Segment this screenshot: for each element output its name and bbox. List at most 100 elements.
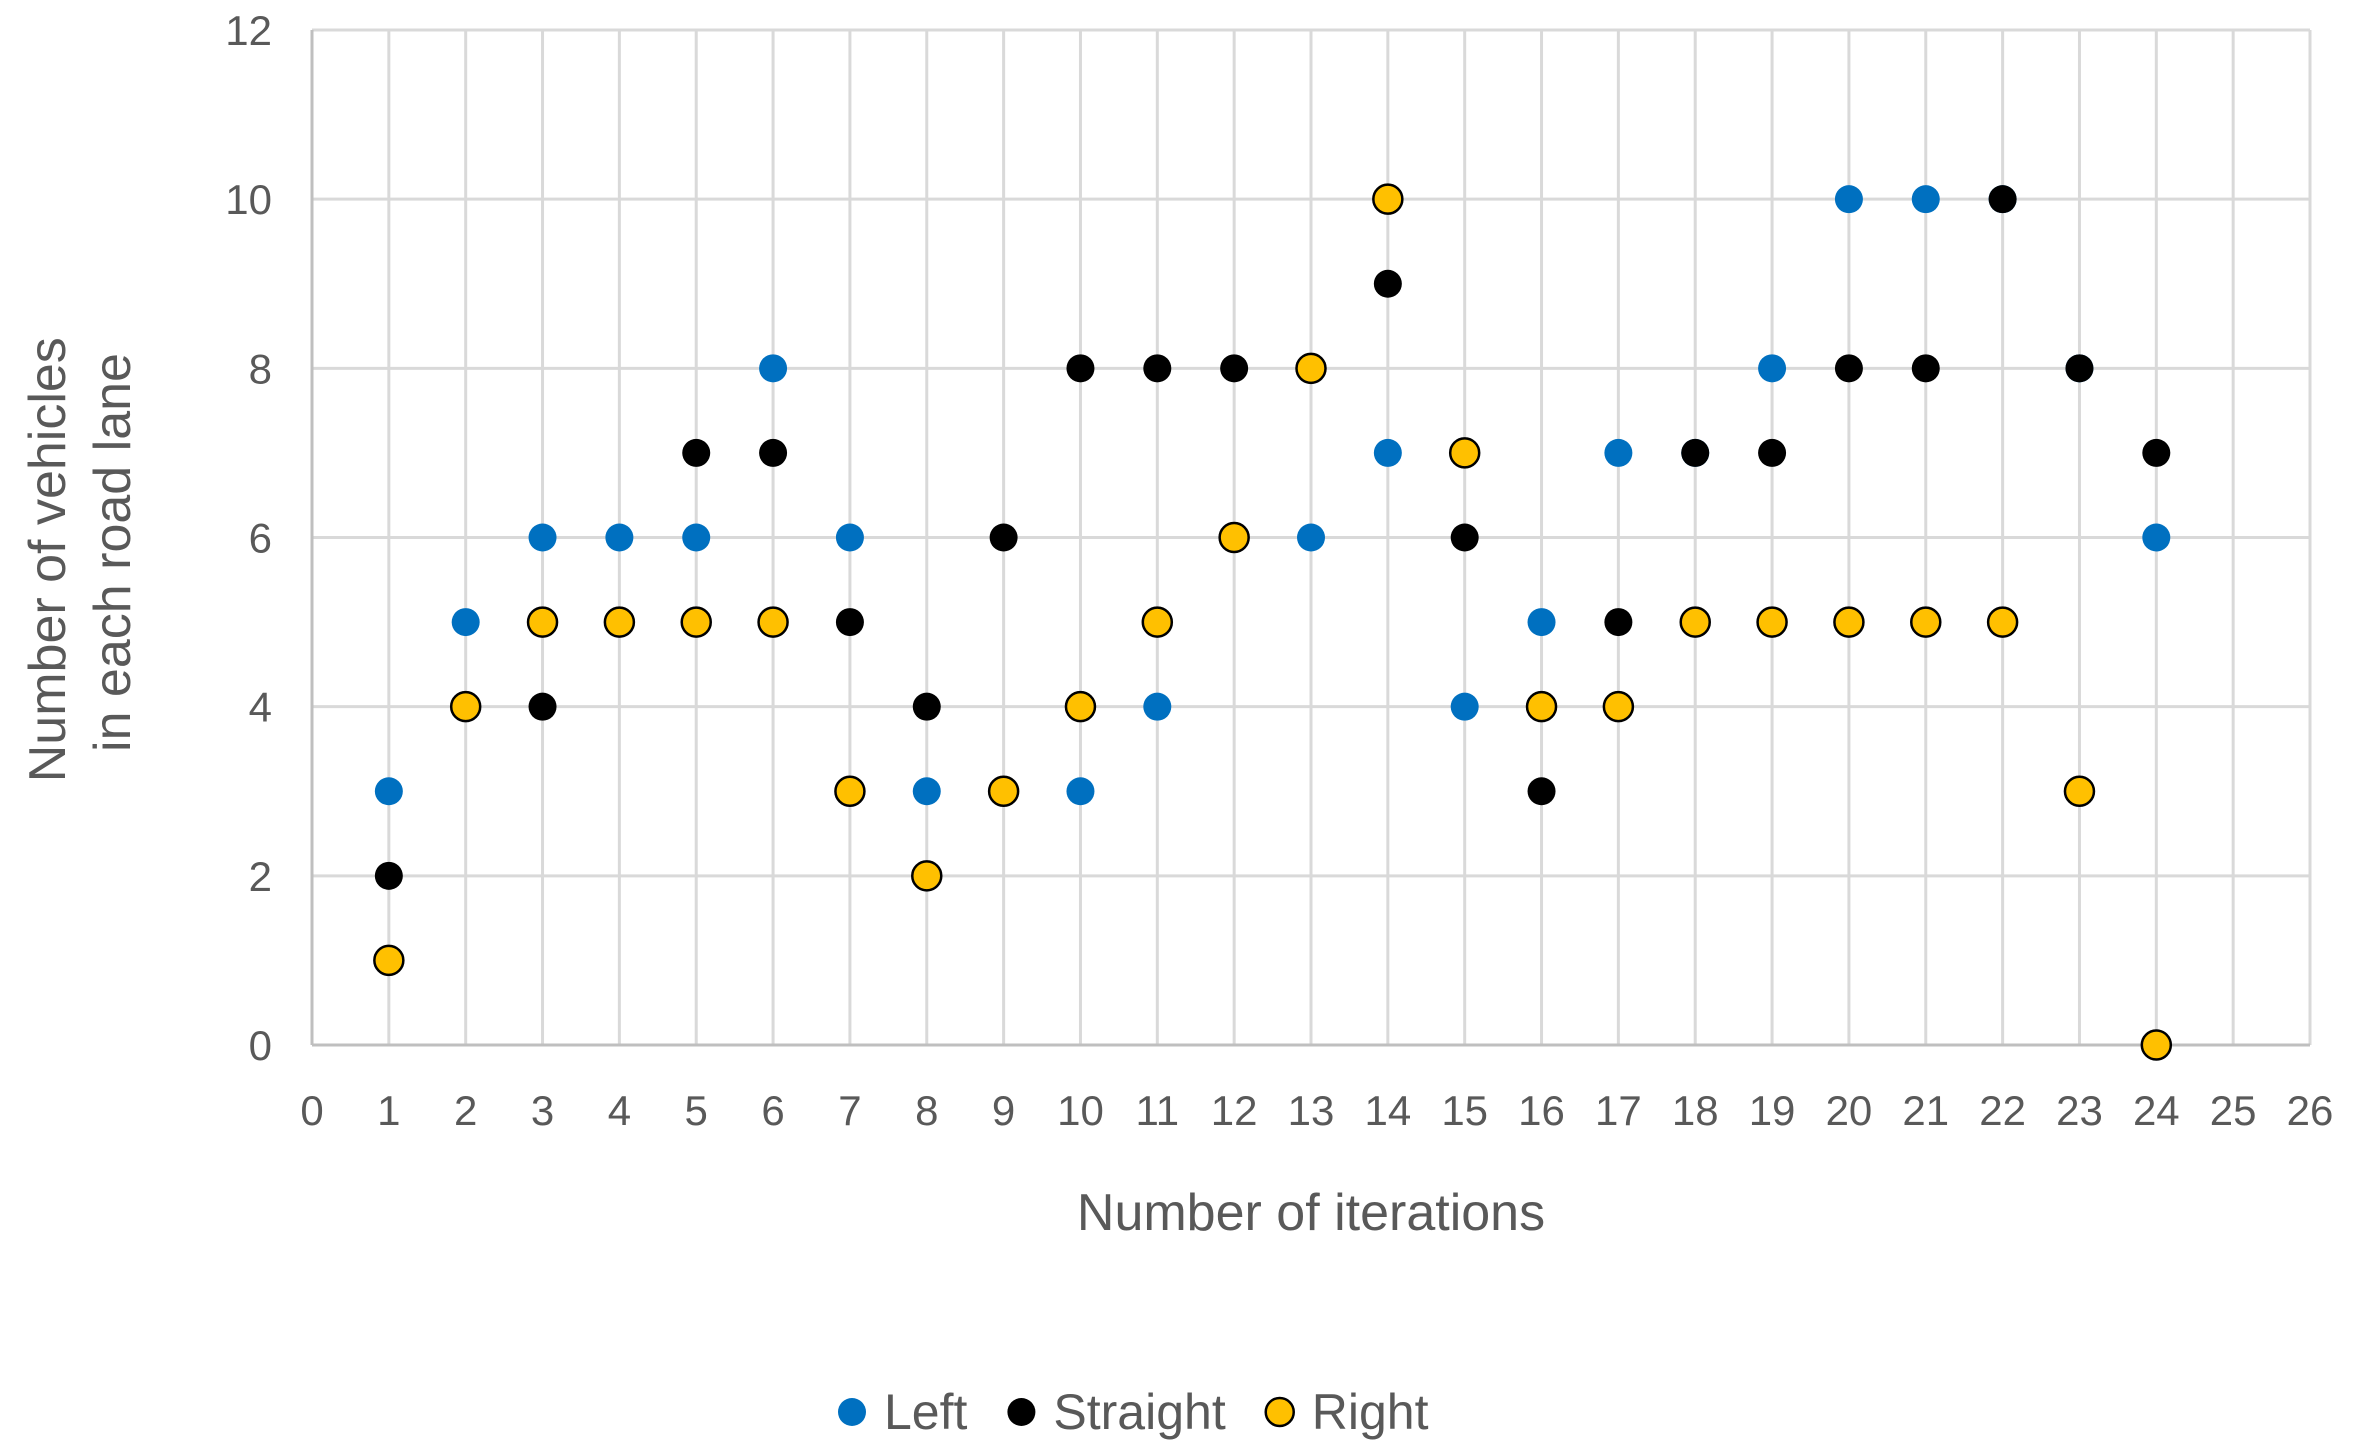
- point-left-24: [2142, 523, 2171, 552]
- point-left-10: [1066, 777, 1095, 806]
- y-tick-label-2: 4: [249, 684, 272, 731]
- point-right-15: [1448, 437, 1481, 469]
- x-tick-label-24: 24: [2133, 1087, 2180, 1134]
- y-axis-title: Number of vehicles in each road lane: [19, 323, 142, 783]
- point-straight-16: [1527, 777, 1556, 806]
- point-right-12: [1218, 521, 1250, 554]
- x-tick-label-15: 15: [1441, 1087, 1488, 1134]
- x-tick-label-19: 19: [1749, 1087, 1796, 1134]
- point-straight-20: [1834, 354, 1863, 383]
- x-tick-label-2: 2: [454, 1087, 477, 1134]
- point-straight-22: [1988, 185, 2017, 214]
- x-tick-label-0: 0: [300, 1087, 323, 1134]
- point-left-13: [1297, 523, 1325, 552]
- point-straight-24: [2142, 438, 2171, 467]
- point-right-2: [449, 690, 482, 723]
- point-straight-6: [759, 438, 788, 467]
- x-tick-label-9: 9: [992, 1087, 1015, 1134]
- point-straight-3: [528, 692, 557, 721]
- legend-marker-right: [1264, 1396, 1295, 1428]
- legend-label-straight: Straight: [1053, 1384, 1225, 1440]
- x-tick-label-3: 3: [531, 1087, 554, 1134]
- point-straight-15: [1450, 523, 1479, 552]
- point-straight-11: [1143, 354, 1172, 383]
- point-right-17: [1602, 690, 1635, 723]
- point-left-8: [912, 777, 941, 806]
- point-right-9: [987, 775, 1020, 807]
- y-tick-label-6: 12: [225, 7, 272, 54]
- point-right-24: [2140, 1029, 2173, 1061]
- point-left-5: [682, 523, 711, 552]
- legend: Left Straight Right: [838, 1384, 1429, 1440]
- point-straight-17: [1604, 608, 1633, 637]
- point-straight-8: [912, 692, 941, 721]
- point-left-21: [1911, 185, 1940, 214]
- x-tick-label-21: 21: [1902, 1087, 1949, 1134]
- point-straight-23: [2065, 354, 2094, 383]
- point-left-17: [1604, 438, 1633, 467]
- x-tick-label-6: 6: [761, 1087, 784, 1134]
- x-tick-label-11: 11: [1136, 1087, 1180, 1134]
- x-tick-label-18: 18: [1672, 1087, 1719, 1134]
- point-left-6: [759, 354, 788, 383]
- point-right-16: [1525, 690, 1558, 723]
- y-axis-title-line-1: Number of vehicles: [19, 337, 77, 782]
- point-left-15: [1450, 692, 1479, 721]
- x-tick-label-17: 17: [1595, 1087, 1642, 1134]
- point-right-5: [680, 606, 712, 638]
- point-left-11: [1143, 692, 1172, 721]
- point-right-1: [373, 944, 405, 977]
- point-left-20: [1834, 185, 1863, 214]
- legend-marker-straight: [1007, 1398, 1036, 1426]
- y-tick-label-5: 10: [225, 176, 272, 223]
- point-right-13: [1295, 352, 1327, 385]
- point-right-11: [1141, 606, 1174, 638]
- series-right: [373, 183, 2173, 1061]
- point-right-14: [1372, 183, 1404, 215]
- x-tick-label-22: 22: [1979, 1087, 2026, 1134]
- point-right-6: [757, 606, 789, 638]
- point-left-16: [1527, 608, 1556, 637]
- y-tick-label-1: 2: [249, 853, 272, 900]
- x-axis-title: Number of iterations: [1077, 1184, 1545, 1242]
- point-left-7: [835, 523, 864, 552]
- x-tick-label-26: 26: [2287, 1087, 2334, 1134]
- point-straight-12: [1220, 354, 1249, 383]
- point-left-2: [451, 608, 480, 637]
- legend-label-right: Right: [1312, 1384, 1429, 1440]
- x-tick-label-14: 14: [1364, 1087, 1411, 1134]
- point-left-19: [1758, 354, 1787, 383]
- point-right-21: [1910, 606, 1942, 638]
- point-straight-1: [374, 861, 403, 890]
- point-left-4: [605, 523, 634, 552]
- x-tick-label-13: 13: [1288, 1087, 1335, 1134]
- point-straight-21: [1911, 354, 1940, 383]
- y-axis-ticks: 0 2 4 6 8 10 12: [225, 7, 272, 1069]
- point-straight-14: [1373, 269, 1402, 298]
- legend-marker-left: [838, 1398, 866, 1426]
- point-right-3: [526, 606, 559, 638]
- point-straight-19: [1758, 438, 1787, 467]
- point-straight-9: [989, 523, 1018, 552]
- point-straight-5: [682, 438, 711, 467]
- x-tick-label-4: 4: [608, 1087, 631, 1134]
- x-tick-label-1: 1: [377, 1087, 400, 1134]
- point-right-10: [1064, 690, 1097, 723]
- x-tick-label-16: 16: [1518, 1087, 1565, 1134]
- point-right-23: [2063, 775, 2096, 807]
- data-points: [373, 183, 2173, 1061]
- point-right-19: [1756, 606, 1788, 638]
- series-left: [374, 185, 2171, 806]
- point-right-22: [1986, 606, 2019, 638]
- x-tick-label-8: 8: [915, 1087, 938, 1134]
- x-axis-ticks: 0 1 2 3 4 5 6 7 8 9 10 11 12 13 14 15 16 17 18 19 20 21 22 23 24…: [300, 1087, 2333, 1134]
- point-left-3: [528, 523, 557, 552]
- y-axis-title-line-2: in each road lane: [84, 353, 142, 752]
- point-right-7: [834, 775, 866, 807]
- x-tick-label-5: 5: [685, 1087, 708, 1134]
- legend-label-left: Left: [884, 1384, 968, 1440]
- point-straight-7: [835, 608, 864, 637]
- point-right-8: [911, 860, 943, 892]
- x-tick-label-25: 25: [2210, 1087, 2257, 1134]
